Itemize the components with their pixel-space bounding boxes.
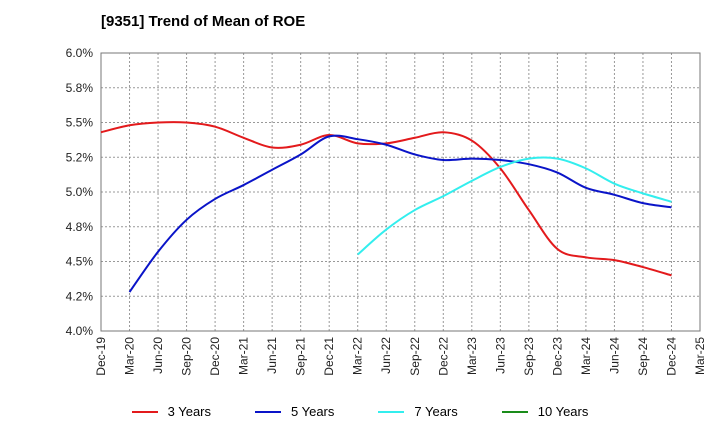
y-tick-label: 5.5% [66, 116, 94, 130]
x-tick-label: Mar-22 [351, 337, 365, 375]
x-tick-label: Jun-24 [607, 337, 621, 374]
legend-swatch [378, 410, 405, 413]
plot-frame [100, 52, 701, 332]
x-tick-label: Jun-23 [493, 337, 507, 374]
legend-label: 10 Years [537, 404, 589, 419]
legend-item-10-years: 10 Years [501, 404, 589, 419]
y-tick-label: 5.8% [66, 81, 94, 95]
x-tick-label: Jun-20 [151, 337, 165, 374]
x-tick-label: Dec-19 [94, 337, 108, 376]
x-tick-label: Sep-21 [294, 337, 308, 376]
x-tick-label: Mar-25 [693, 337, 707, 375]
chart-title: [9351] Trend of Mean of ROE [101, 13, 306, 30]
x-tick-label: Sep-24 [636, 337, 650, 376]
y-tick-label: 5.0% [66, 185, 94, 199]
legend-swatch [255, 410, 281, 413]
x-tick-label: Dec-24 [664, 337, 678, 376]
series-line-5-years [128, 134, 672, 293]
x-tick-label: Mar-24 [579, 337, 593, 375]
x-tick-label: Jun-21 [265, 337, 279, 374]
legend-item-7-years: 7 Years [378, 404, 458, 419]
x-tick-label: Mar-20 [123, 337, 137, 375]
y-tick-label: 6.0% [66, 46, 94, 60]
x-tick-label: Dec-23 [550, 337, 564, 376]
x-tick-label: Dec-22 [436, 337, 450, 376]
y-tick-label: 4.8% [66, 220, 94, 234]
y-tick-label: 4.0% [66, 324, 94, 338]
legend-item-5-years: 5 Years [255, 404, 334, 419]
x-tick-label: Sep-20 [180, 337, 194, 376]
x-tick-label: Jun-22 [379, 337, 393, 374]
legend-label: 7 Years [414, 404, 458, 419]
x-tick-label: Dec-20 [208, 337, 222, 376]
legend-item-3-years: 3 Years [131, 404, 211, 419]
legend-swatch [131, 410, 158, 413]
x-tick-label: Sep-22 [408, 337, 422, 376]
x-tick-label: Dec-21 [322, 337, 336, 376]
legend-swatch [501, 410, 528, 413]
series-line-7-years [357, 156, 672, 256]
x-tick-label: Mar-21 [237, 337, 251, 375]
y-tick-label: 4.2% [66, 289, 94, 303]
y-tick-label: 5.2% [66, 150, 94, 164]
series-line-3-years [100, 121, 672, 277]
chart-legend: 3 Years 5 Years 7 Years 10 Years [0, 404, 720, 419]
y-tick-label: 4.5% [66, 255, 94, 269]
legend-label: 3 Years [167, 404, 211, 419]
x-tick-label: Sep-23 [522, 337, 536, 376]
legend-label: 5 Years [291, 404, 335, 419]
x-tick-label: Mar-23 [465, 337, 479, 375]
